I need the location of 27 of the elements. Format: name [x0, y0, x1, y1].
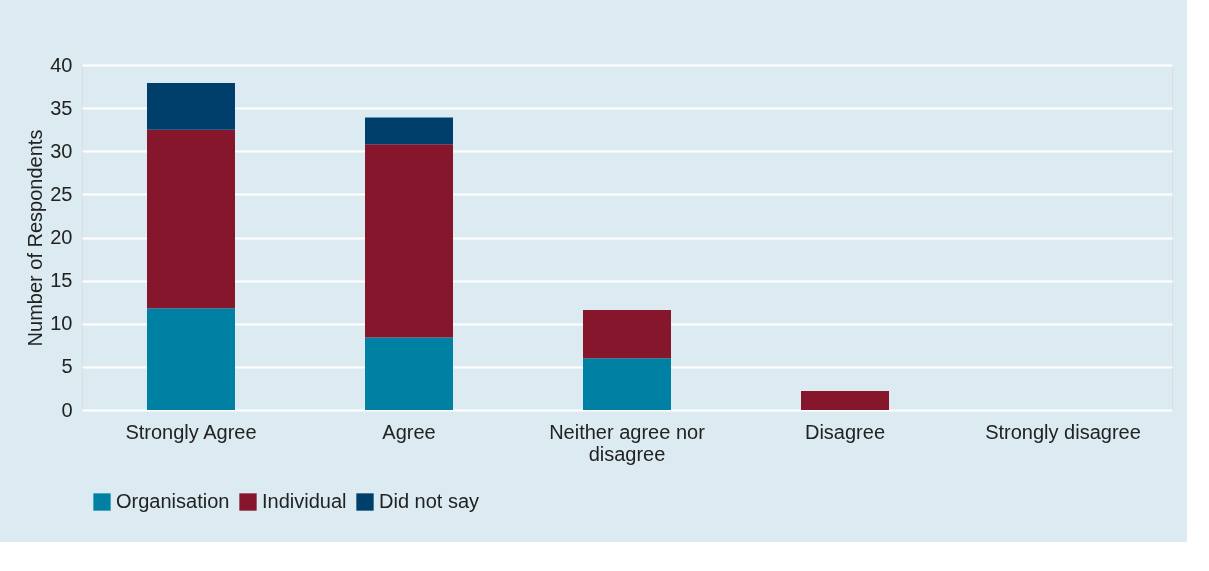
- y-tick-label: 20: [50, 226, 73, 248]
- bar: [365, 117, 453, 145]
- bar: [583, 358, 671, 410]
- y-tick-label: 10: [50, 312, 73, 335]
- legend-label: Did not say: [379, 490, 480, 512]
- y-tick-label: 0: [61, 398, 73, 421]
- bar: [365, 337, 453, 410]
- y-tick-label: 35: [50, 96, 73, 119]
- bar: [147, 83, 235, 130]
- x-tick-label: Neither agree nor disagree: [549, 420, 706, 465]
- y-tick-label: 30: [50, 139, 73, 162]
- y-tick-label: 15: [50, 269, 73, 292]
- bar: [147, 308, 235, 410]
- x-tick-label: Disagree: [804, 420, 886, 443]
- y-tick-label: 40: [50, 53, 73, 76]
- y-tick-label: 25: [50, 182, 73, 205]
- y-axis-title: Number of Respondents: [24, 129, 47, 347]
- x-tick-label: Strongly Agree: [125, 420, 257, 443]
- bar: [583, 309, 671, 359]
- bar: [147, 129, 235, 309]
- legend-label: Individual: [262, 490, 347, 512]
- legend-label: Organisation: [116, 490, 230, 512]
- bar: [801, 391, 889, 410]
- x-tick-label: Strongly disagree: [985, 420, 1141, 443]
- bar: [365, 144, 453, 338]
- y-tick-label: 5: [61, 355, 73, 378]
- x-tick-label: Agree: [382, 420, 436, 443]
